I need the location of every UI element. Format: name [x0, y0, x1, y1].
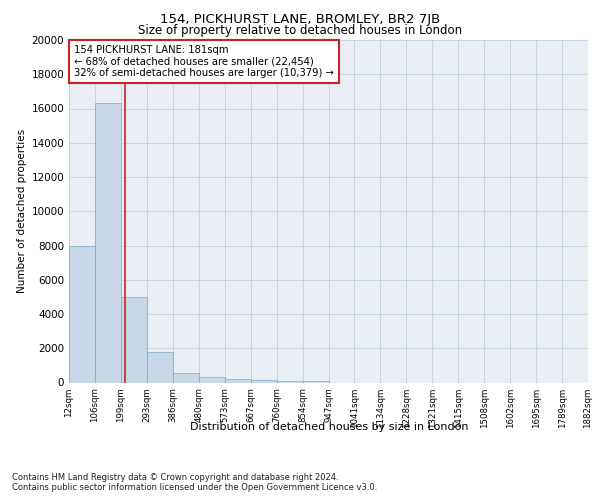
- Bar: [69, 246, 95, 382]
- Text: 154 PICKHURST LANE: 181sqm
← 68% of detached houses are smaller (22,454)
32% of : 154 PICKHURST LANE: 181sqm ← 68% of deta…: [74, 45, 334, 78]
- Text: Contains HM Land Registry data © Crown copyright and database right 2024.: Contains HM Land Registry data © Crown c…: [12, 472, 338, 482]
- Bar: [95, 104, 121, 382]
- Bar: [121, 297, 147, 382]
- Bar: [251, 380, 277, 382]
- Text: Size of property relative to detached houses in London: Size of property relative to detached ho…: [138, 24, 462, 37]
- Y-axis label: Number of detached properties: Number of detached properties: [17, 129, 27, 294]
- Bar: [199, 376, 224, 382]
- Bar: [302, 381, 329, 382]
- Bar: [173, 373, 199, 382]
- Bar: [277, 381, 302, 382]
- Bar: [225, 379, 251, 382]
- Text: Distribution of detached houses by size in London: Distribution of detached houses by size …: [190, 422, 468, 432]
- Text: 154, PICKHURST LANE, BROMLEY, BR2 7JB: 154, PICKHURST LANE, BROMLEY, BR2 7JB: [160, 12, 440, 26]
- Bar: [147, 352, 173, 382]
- Text: Contains public sector information licensed under the Open Government Licence v3: Contains public sector information licen…: [12, 484, 377, 492]
